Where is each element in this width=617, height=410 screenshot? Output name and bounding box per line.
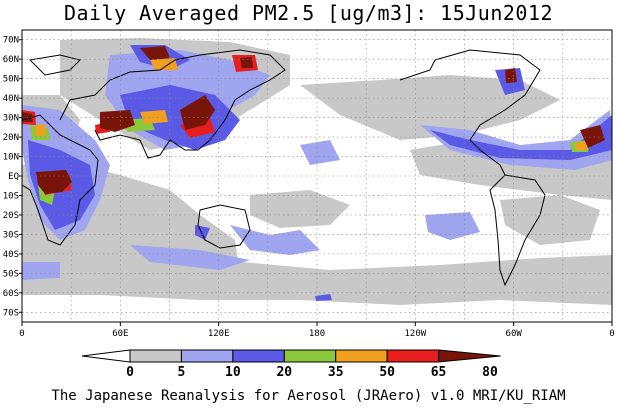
colorbar-segment xyxy=(232,349,285,363)
map-gridlines xyxy=(22,30,612,322)
lon-label: 180 xyxy=(309,329,325,339)
colorbar-tick-label: 20 xyxy=(276,365,292,380)
colorbar-segment xyxy=(180,349,234,363)
colorbar-high-arrow xyxy=(438,349,501,363)
lat-label: 10N xyxy=(3,153,19,163)
colorbar-tick-label: 50 xyxy=(379,365,395,380)
colorbar: 0 5 10 20 35 50 65 80 xyxy=(81,349,501,380)
lat-label: 30S xyxy=(3,230,19,240)
credit-line: The Japanese Reanalysis for Aerosol (JRA… xyxy=(51,388,566,404)
lon-label: 120W xyxy=(404,329,426,339)
colorbar-segment xyxy=(335,349,388,363)
lat-label: 50S xyxy=(3,269,19,279)
colorbar-segment xyxy=(129,349,182,363)
colorbar-segment xyxy=(283,349,337,363)
lat-label: 70S xyxy=(3,308,19,318)
lat-label: 40S xyxy=(3,250,19,260)
lat-label: 20S xyxy=(3,211,19,221)
lat-label: 70N xyxy=(3,36,19,46)
coastlines xyxy=(21,49,546,287)
lon-label: 120E xyxy=(208,329,230,339)
colorbar-tick-label: 0 xyxy=(126,365,134,380)
lon-label: 0 xyxy=(609,329,614,339)
colorbar-tick-label: 10 xyxy=(225,365,241,380)
lat-label: 30N xyxy=(3,114,19,124)
colorbar-tick-label: 65 xyxy=(431,365,447,380)
lat-label: EQ xyxy=(8,172,19,182)
colorbar-segment xyxy=(386,349,440,363)
lon-label: 60W xyxy=(506,329,523,339)
map-title: Daily Averaged PM2.5 [ug/m3]: 15Jun2012 xyxy=(63,1,554,25)
lat-label: 60N xyxy=(3,55,19,65)
longitude-labels: 0 60E 120E 180 120W 60W 0 xyxy=(19,322,615,339)
lat-label: 50N xyxy=(3,75,19,85)
colorbar-tick-label: 5 xyxy=(178,365,186,380)
lon-label: 60E xyxy=(112,329,128,339)
lat-label: 60S xyxy=(3,289,19,299)
lat-label: 20N xyxy=(3,133,19,143)
lat-label: 40N xyxy=(3,94,19,104)
latitude-labels: 70N 60N 50N 40N 30N 20N 10N EQ 10S 20S 30S 40S 50S 60… xyxy=(3,36,22,318)
colorbar-low-arrow xyxy=(81,349,131,363)
colorbar-tick-label: 35 xyxy=(328,365,344,380)
lat-label: 10S xyxy=(3,191,19,201)
colorbar-tick-label: 80 xyxy=(482,365,498,380)
lon-label: 0 xyxy=(19,329,24,339)
